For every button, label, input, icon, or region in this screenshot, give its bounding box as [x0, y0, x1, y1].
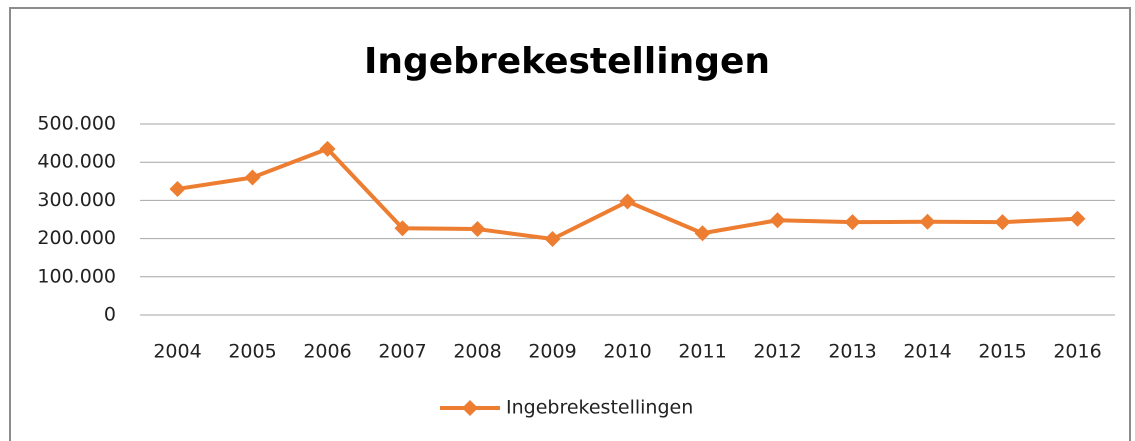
point — [469, 221, 486, 238]
y-tick-label: 500.000 — [37, 113, 116, 135]
point — [1069, 210, 1086, 227]
point — [169, 180, 186, 197]
x-tick-label: 2008 — [453, 341, 501, 363]
x-tick-label: 2005 — [228, 341, 276, 363]
y-tick-label: 100.000 — [37, 265, 116, 287]
x-tick-label: 2007 — [378, 341, 426, 363]
point — [994, 214, 1011, 231]
point — [544, 230, 561, 247]
x-tick-label: 2015 — [978, 341, 1026, 363]
point — [619, 193, 636, 210]
y-tick-label: 200.000 — [37, 227, 116, 249]
point — [844, 214, 861, 231]
x-tick-label: 2013 — [828, 341, 876, 363]
legend-label: Ingebrekestellingen — [506, 397, 693, 419]
x-tick-label: 2012 — [753, 341, 801, 363]
y-tick-label: 400.000 — [37, 151, 116, 173]
x-tick-label: 2004 — [153, 341, 201, 363]
x-tick-label: 2006 — [303, 341, 351, 363]
x-tick-label: 2011 — [678, 341, 726, 363]
legend-marker — [462, 400, 478, 416]
x-tick-label: 2016 — [1053, 341, 1101, 363]
point — [769, 212, 786, 229]
point — [694, 225, 711, 242]
point — [319, 140, 336, 157]
chart-title: Ingebrekestellingen — [364, 41, 770, 82]
y-tick-label: 0 — [104, 304, 116, 326]
y-tick-label: 300.000 — [37, 189, 116, 211]
point — [919, 213, 936, 230]
x-tick-label: 2009 — [528, 341, 576, 363]
x-tick-label: 2014 — [903, 341, 951, 363]
chart-border — [9, 7, 1131, 441]
point — [244, 169, 261, 186]
x-tick-label: 2010 — [603, 341, 651, 363]
point — [394, 220, 411, 237]
